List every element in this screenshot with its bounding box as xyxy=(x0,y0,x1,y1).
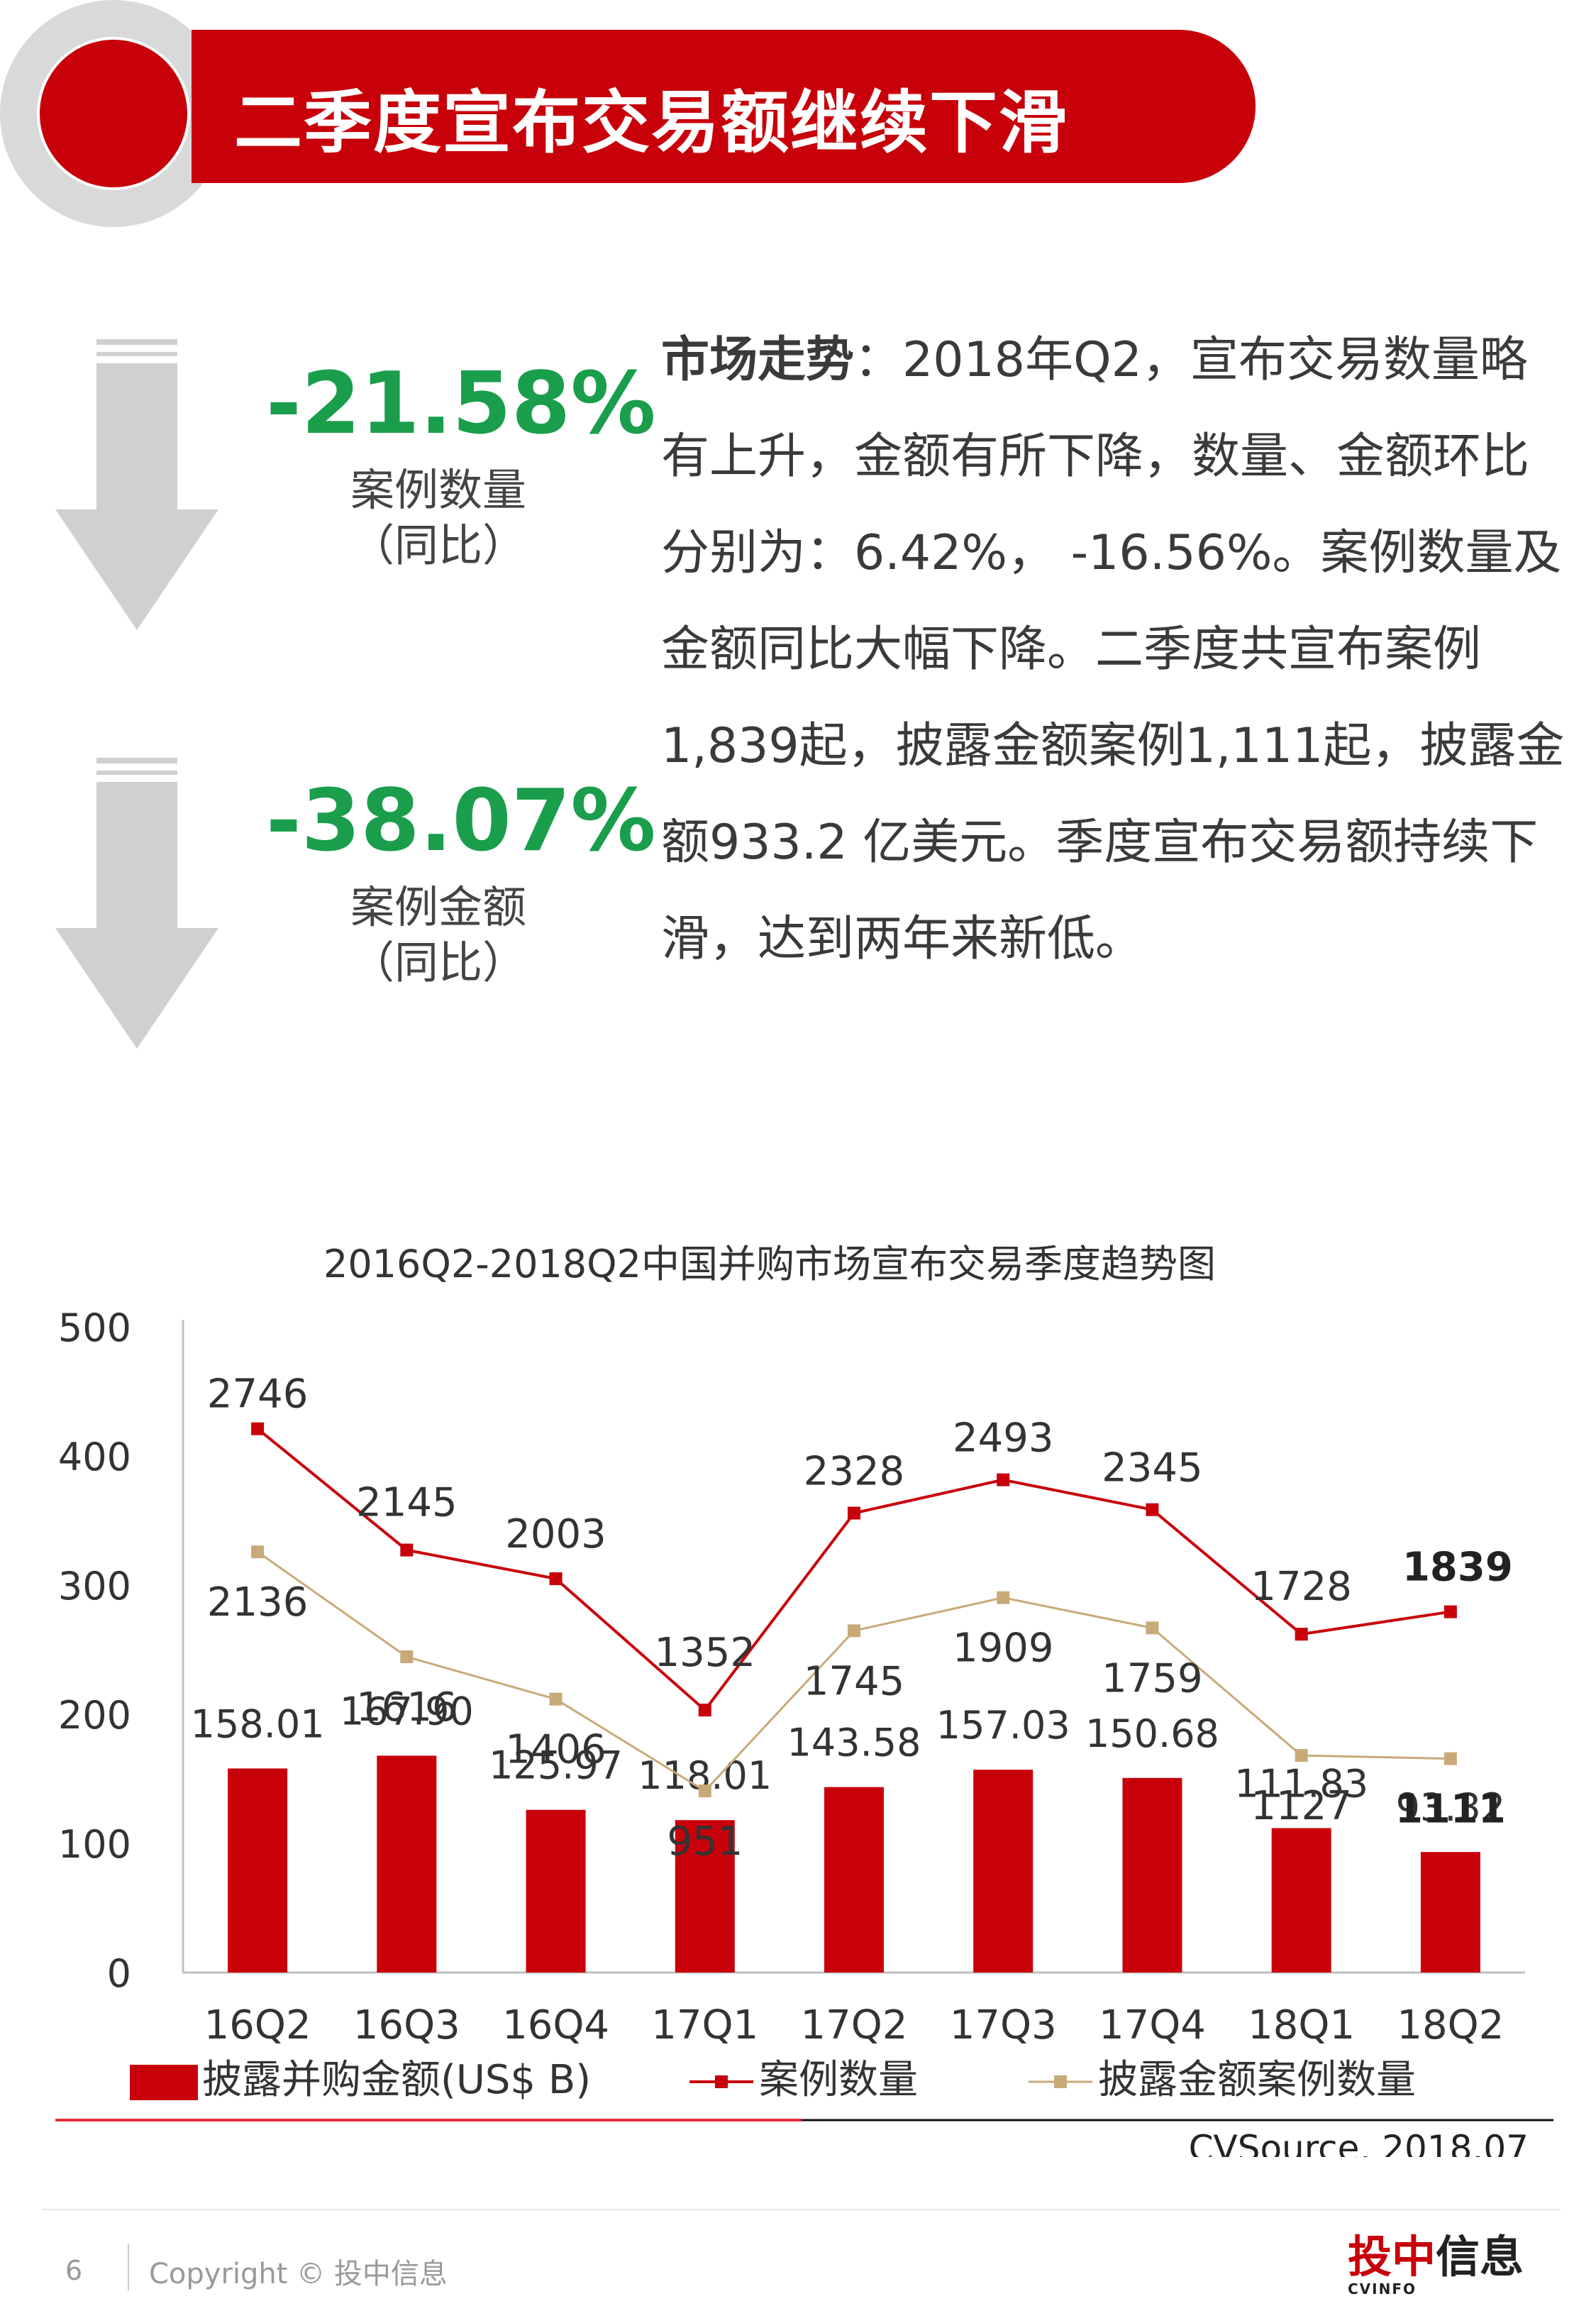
bar-label: 143.58 xyxy=(787,1721,921,1765)
market-summary: 市场走势：2018年Q2，宣布交易数量略有上升，金额有所下降，数量、金额环比分别… xyxy=(661,312,1569,988)
x-tick-label: 16Q3 xyxy=(353,2002,460,2048)
x-tick-label: 16Q2 xyxy=(204,2002,311,2048)
banner-disc xyxy=(40,40,187,187)
line-label: 1406 xyxy=(505,1727,606,1773)
x-tick-label: 18Q2 xyxy=(1397,2002,1504,2048)
bar-label: 125.97 xyxy=(489,1743,623,1788)
legend-swatch-marker xyxy=(715,2075,728,2088)
line-point xyxy=(848,1624,860,1638)
line-point xyxy=(251,1545,265,1559)
line-label: 951 xyxy=(667,1819,743,1865)
line-label: 2136 xyxy=(207,1579,309,1626)
line-label: 1909 xyxy=(953,1626,1054,1672)
legend-swatch-bar xyxy=(130,2065,198,2100)
legend-label: 披露金额案例数量 xyxy=(1098,2057,1416,2103)
chart-source: CVSource, 2018.07 xyxy=(1189,2128,1529,2157)
kpi-amount-sub: （同比） xyxy=(350,937,526,988)
line-label: 1111 xyxy=(1395,1787,1506,1833)
bar-label: 150.68 xyxy=(1085,1711,1219,1756)
y-tick-label: 0 xyxy=(107,1951,131,1996)
bar-label: 111.83 xyxy=(1234,1761,1368,1806)
line-point xyxy=(698,1704,711,1717)
line-point xyxy=(549,1572,563,1585)
bar-17Q4 xyxy=(1122,1777,1182,1973)
bar-16Q4 xyxy=(526,1809,586,1973)
company-logo: 投中信息 CVINFO xyxy=(1348,2234,1539,2299)
line-point xyxy=(1146,1621,1159,1635)
bar-18Q1 xyxy=(1271,1828,1331,1973)
bar-17Q1 xyxy=(675,1820,735,1973)
summary-lead: 市场走势 xyxy=(661,332,855,388)
line-point xyxy=(848,1506,860,1520)
y-tick-label: 400 xyxy=(58,1435,131,1479)
summary-text: ：2018年Q2，宣布交易数量略有上升，金额有所下降，数量、金额环比分别为：6.… xyxy=(661,332,1565,967)
line-label: 1839 xyxy=(1402,1545,1513,1591)
kpi-count-value: -21.58% xyxy=(266,355,656,453)
kpi-count-label: 案例数量 xyxy=(350,464,526,516)
footer-separator xyxy=(128,2244,129,2290)
copyright: Copyright © 投中信息 xyxy=(149,2258,448,2290)
line-point xyxy=(400,1650,414,1664)
line-point xyxy=(997,1591,1010,1604)
line-label: 2145 xyxy=(356,1480,458,1526)
trend-chart: 2016Q2-2018Q2中国并购市场宣布交易季度趋势图 0 100 200 300 40… xyxy=(0,1235,1596,2169)
line-point xyxy=(1295,1749,1308,1762)
x-tick-label: 17Q1 xyxy=(651,2002,758,2048)
line-label: 1616 xyxy=(356,1684,458,1731)
line-point xyxy=(400,1543,414,1557)
down-arrow-icon xyxy=(55,339,218,630)
line-label: 2328 xyxy=(804,1449,905,1495)
line-label: 1127 xyxy=(1251,1783,1352,1829)
line-point xyxy=(997,1473,1010,1486)
line-point xyxy=(549,1692,563,1706)
legend-label: 披露并购金额(US$ B) xyxy=(202,2057,591,2103)
kpi-amount-label: 案例金额 xyxy=(350,881,526,933)
chart-title: 2016Q2-2018Q2中国并购市场宣布交易季度趋势图 xyxy=(323,1242,1216,1286)
x-tick-label: 18Q1 xyxy=(1248,2002,1355,2048)
line-label: 1745 xyxy=(804,1658,905,1704)
bar-16Q2 xyxy=(228,1768,288,1973)
line-label: 1728 xyxy=(1251,1564,1352,1610)
line-point xyxy=(698,1784,711,1798)
logo-text-main: 投中 xyxy=(1348,2231,1436,2283)
y-tick-label: 500 xyxy=(58,1306,131,1350)
bar-17Q3 xyxy=(973,1770,1033,1973)
y-tick-label: 200 xyxy=(58,1693,131,1738)
line-label: 2493 xyxy=(953,1416,1054,1462)
line-point xyxy=(1295,1628,1308,1641)
footer-divider xyxy=(43,2209,1561,2210)
bar-label: 93.32 xyxy=(1396,1785,1506,1830)
kpi-count-sub: （同比） xyxy=(350,519,526,571)
line-label: 2003 xyxy=(505,1511,606,1557)
line-label: 1352 xyxy=(655,1630,756,1676)
line-point xyxy=(1443,1605,1457,1618)
line-label: 2345 xyxy=(1102,1445,1203,1491)
y-tick-label: 300 xyxy=(58,1564,131,1609)
y-tick-label: 100 xyxy=(58,1822,131,1867)
x-tick-label: 16Q4 xyxy=(502,2002,609,2048)
line-point xyxy=(1146,1503,1159,1516)
bar-label: 167.90 xyxy=(340,1689,474,1733)
legend-label: 案例数量 xyxy=(759,2057,918,2103)
bar-18Q2 xyxy=(1420,1852,1480,1973)
line-point xyxy=(251,1422,265,1435)
bar-label: 157.03 xyxy=(936,1703,1070,1748)
bar-label: 158.01 xyxy=(191,1701,325,1746)
x-tick-label: 17Q4 xyxy=(1099,2002,1206,2048)
down-arrow-icon xyxy=(55,758,218,1049)
line-label: 1759 xyxy=(1102,1655,1203,1701)
title-banner xyxy=(192,30,1256,183)
logo-text-second: 信息 xyxy=(1436,2231,1524,2283)
line-point xyxy=(1443,1752,1457,1765)
page-number: 6 xyxy=(65,2255,83,2286)
bar-16Q3 xyxy=(377,1755,437,1973)
bar-17Q2 xyxy=(824,1787,884,1973)
line-label: 2746 xyxy=(207,1372,309,1418)
page-title: 二季度宣布交易额继续下滑 xyxy=(234,83,1068,162)
logo-sub: CVINFO xyxy=(1348,2280,1417,2297)
legend-swatch-marker xyxy=(1054,2075,1067,2088)
x-tick-label: 17Q2 xyxy=(801,2002,908,2048)
x-tick-label: 17Q3 xyxy=(950,2002,1057,2048)
kpi-amount-value: -38.07% xyxy=(266,772,656,871)
